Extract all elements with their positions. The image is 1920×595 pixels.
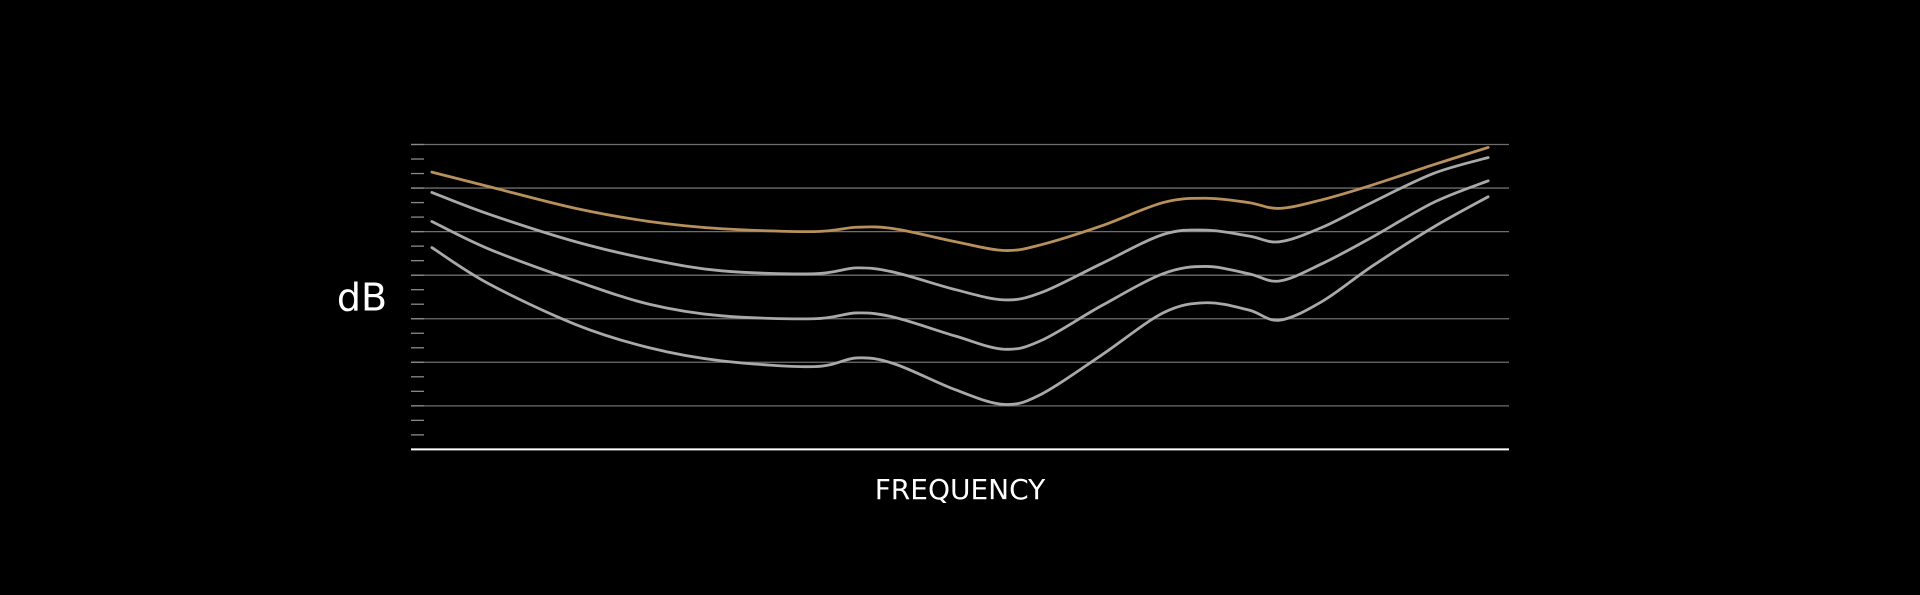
x-axis-label: FREQUENCY xyxy=(875,473,1046,506)
data-line xyxy=(430,146,1490,252)
data-line xyxy=(430,156,1490,302)
data-line xyxy=(430,195,1490,406)
data-line xyxy=(430,179,1490,351)
y-axis-label: dB xyxy=(337,276,387,320)
